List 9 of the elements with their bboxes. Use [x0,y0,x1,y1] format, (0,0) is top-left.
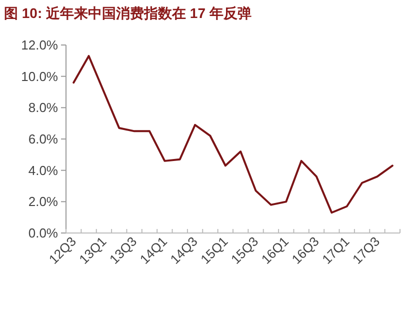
line-series [72,54,394,214]
chart-title: 图 10: 近年来中国消费指数在 17 年反弹 [4,5,252,21]
y-tick-label: 8.0% [28,100,58,116]
y-tick-label: 2.0% [28,194,58,210]
y-tick-label: 4.0% [28,162,58,178]
y-tick-label: 6.0% [28,132,58,147]
y-tick-label: 12.0% [21,38,58,53]
y-tick-label: 10.0% [21,68,58,84]
y-tick-label: 0.0% [28,226,58,241]
